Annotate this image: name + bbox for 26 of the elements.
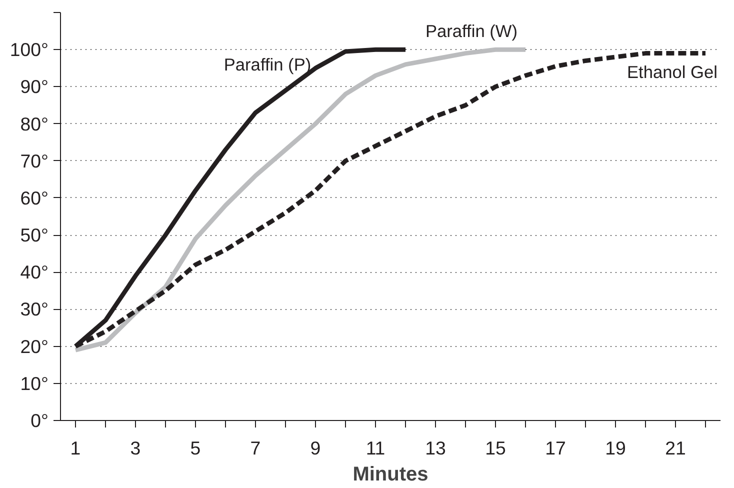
y-tick-label: 0° — [30, 410, 49, 431]
series-label: Paraffin (P) — [224, 54, 312, 74]
x-tick-label: 3 — [130, 438, 141, 458]
x-tick-label: 1 — [70, 438, 81, 458]
x-axis-title: Minutes — [352, 464, 428, 486]
y-tick-label: 60° — [20, 187, 49, 208]
x-tick-label: 13 — [425, 438, 446, 458]
y-tick-label: 100° — [10, 39, 49, 60]
x-tick-label: 15 — [485, 438, 506, 458]
y-tick-label: 20° — [20, 336, 49, 357]
x-tick-label: 19 — [605, 438, 626, 458]
y-tick-label: 30° — [20, 298, 49, 320]
y-tick-label: 70° — [20, 150, 49, 172]
x-tick-label: 11 — [366, 438, 386, 458]
x-tick-label: 7 — [250, 438, 261, 458]
x-tick-label: 21 — [665, 438, 686, 458]
series-label: Ethanol Gel — [626, 62, 718, 82]
series-label: Paraffin (W) — [425, 21, 518, 42]
y-tick-label: 40° — [20, 262, 49, 283]
y-tick-label: 90° — [20, 76, 49, 98]
y-tick-label: 50° — [20, 224, 49, 246]
x-tick-label: 9 — [310, 438, 321, 458]
y-tick-label: 10° — [20, 372, 49, 394]
x-tick-label: 5 — [190, 438, 201, 458]
x-tick-label: 17 — [545, 438, 566, 458]
y-tick-label: 80° — [20, 113, 49, 134]
